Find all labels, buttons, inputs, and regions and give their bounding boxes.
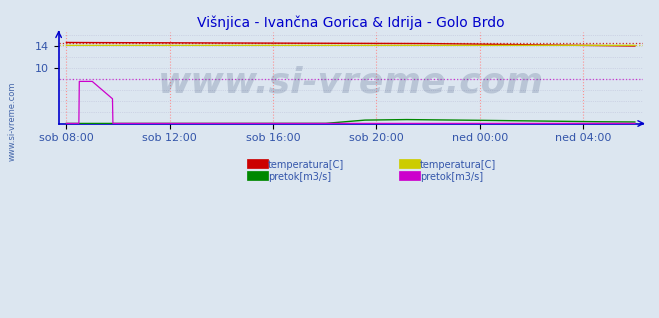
Text: www.si-vreme.com: www.si-vreme.com [8,81,17,161]
Legend: temperatura[C], pretok[m3/s]: temperatura[C], pretok[m3/s] [402,158,498,184]
Title: Višnjica - Ivančna Gorica & Idrija - Golo Brdo: Višnjica - Ivančna Gorica & Idrija - Gol… [197,15,504,30]
Text: www.si-vreme.com: www.si-vreme.com [158,66,544,99]
